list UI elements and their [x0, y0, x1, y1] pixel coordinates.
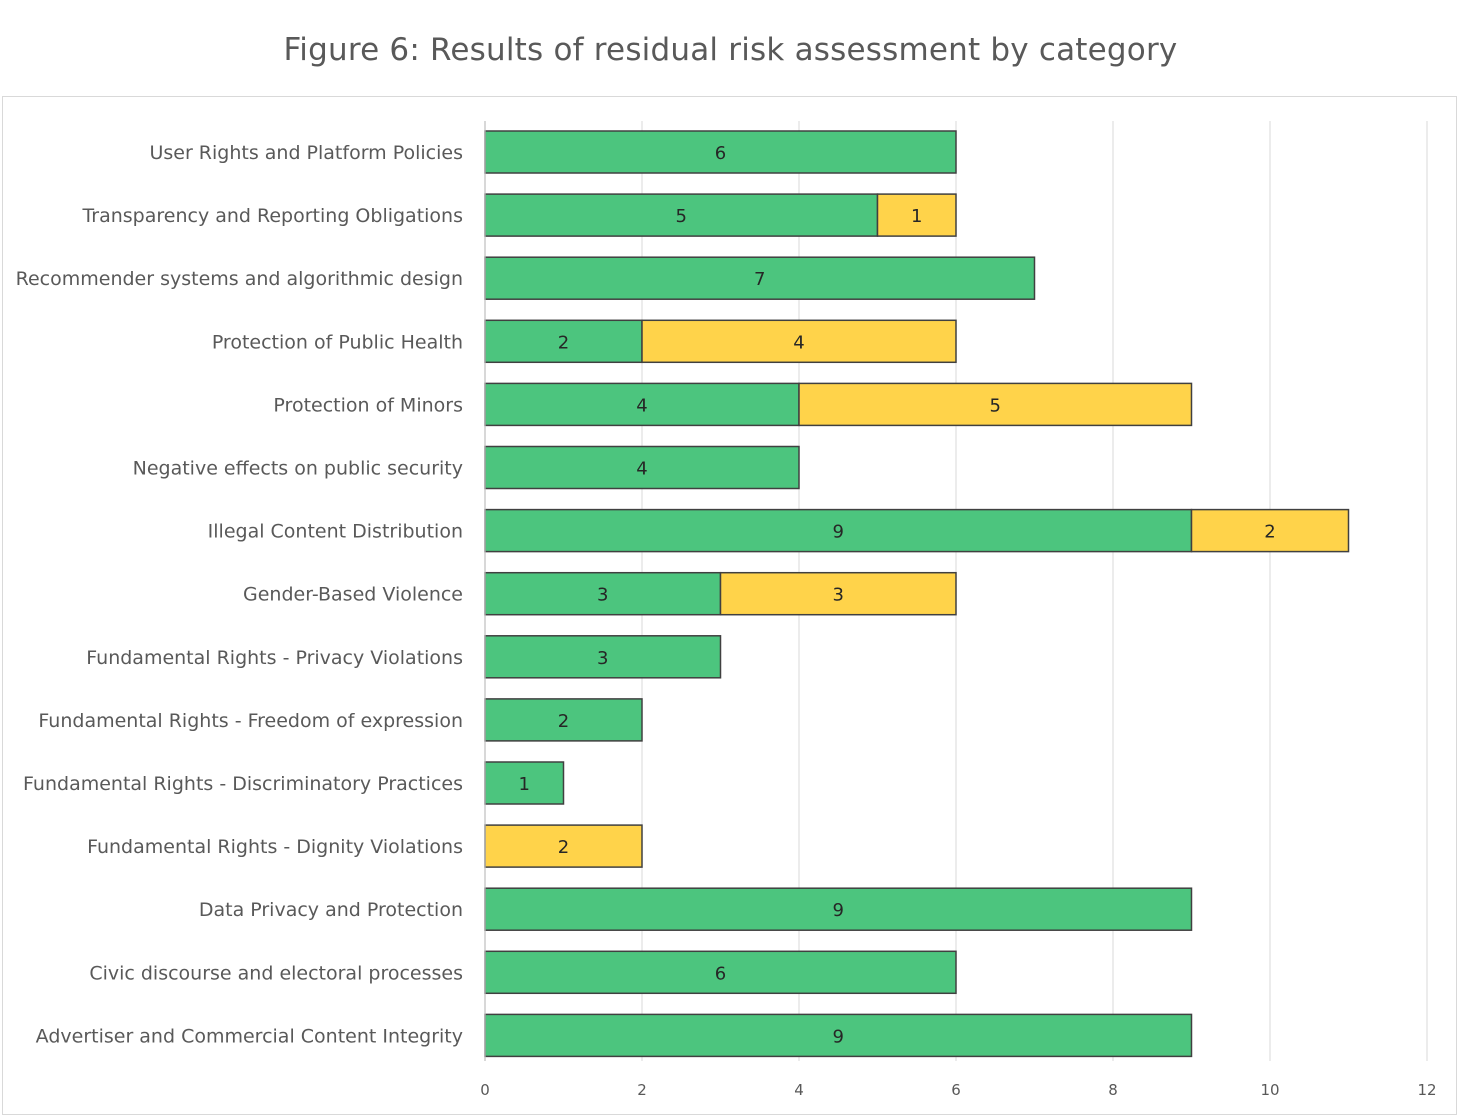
bar-segment-yellow — [719, 571, 957, 616]
x-tick-label: 2 — [637, 1081, 647, 1099]
data-label: 3 — [597, 585, 608, 606]
bar-segment-yellow — [484, 824, 643, 868]
x-tick-label: 4 — [794, 1081, 804, 1099]
bar-segment-yellow — [876, 193, 957, 237]
bar-segment-green — [484, 508, 1193, 553]
bar-segment-green — [484, 445, 800, 490]
data-label: 2 — [1264, 522, 1275, 543]
category-label: Protection of Public Health — [212, 331, 463, 353]
bar-segment-green — [484, 130, 957, 174]
category-label: Advertiser and Commercial Content Integr… — [36, 1025, 463, 1047]
x-tick-label: 0 — [480, 1081, 490, 1099]
category-label: Recommender systems and algorithmic desi… — [16, 268, 463, 290]
bar-segment-green — [484, 382, 800, 427]
category-label: Fundamental Rights - Discriminatory Prac… — [23, 773, 463, 795]
bar-segment-green — [484, 319, 643, 364]
data-label: 4 — [793, 332, 804, 353]
x-tick-label: 8 — [1108, 1081, 1118, 1099]
data-label: 3 — [833, 585, 844, 606]
bar-segment-green — [484, 1013, 1193, 1058]
category-label: Transparency and Reporting Obligations — [81, 205, 463, 227]
bar-segment-green — [484, 950, 957, 995]
chart-area: 0 2 4 6 8 10 12 User Rights and Platform Polici… — [2, 96, 1457, 1115]
category-label: Protection of Minors — [273, 394, 463, 416]
data-label: 7 — [754, 269, 765, 290]
data-label: 3 — [597, 648, 608, 669]
bar-segment-green — [484, 256, 1036, 300]
bar-segment-green — [484, 571, 722, 616]
category-label: Fundamental Rights - Privacy Violations — [86, 647, 463, 669]
bar-segment-green — [484, 635, 722, 679]
category-label: User Rights and Platform Policies — [149, 142, 463, 164]
category-label: Fundamental Rights - Dignity Violations — [87, 836, 463, 858]
bar-segment-yellow — [641, 319, 957, 364]
data-label: 6 — [715, 143, 726, 164]
category-label: Negative effects on public security — [133, 458, 463, 480]
data-label: 5 — [990, 395, 1001, 416]
bar-segment-yellow — [798, 382, 1193, 427]
data-label: 9 — [833, 522, 844, 543]
category-label: Civic discourse and electoral processes — [89, 962, 463, 984]
data-label: 1 — [911, 206, 922, 227]
x-tick-label: 10 — [1260, 1081, 1279, 1099]
x-tick-label: 6 — [951, 1081, 961, 1099]
category-label: Fundamental Rights - Freedom of expressi… — [38, 710, 463, 732]
bar-segment-yellow — [1190, 508, 1350, 553]
data-label: 2 — [558, 332, 569, 353]
category-label: Gender-Based Violence — [243, 584, 463, 606]
data-label: 1 — [519, 774, 530, 795]
bars — [484, 130, 1350, 1058]
data-label: 5 — [676, 206, 687, 227]
category-label: Illegal Content Distribution — [208, 521, 463, 543]
x-tick-label: 12 — [1417, 1081, 1436, 1099]
data-label: 9 — [833, 900, 844, 921]
data-label: 4 — [636, 459, 647, 480]
bar-segment-green — [484, 698, 643, 742]
data-label: 6 — [715, 963, 726, 984]
bar-segment-green — [484, 887, 1193, 931]
data-label: 2 — [558, 711, 569, 732]
category-label: Data Privacy and Protection — [199, 899, 463, 921]
data-label: 2 — [558, 837, 569, 858]
figure-title: Figure 6: Results of residual risk asses… — [283, 32, 1178, 68]
data-label: 4 — [636, 395, 647, 416]
bar-segment-green — [484, 761, 565, 805]
data-label: 9 — [833, 1026, 844, 1047]
